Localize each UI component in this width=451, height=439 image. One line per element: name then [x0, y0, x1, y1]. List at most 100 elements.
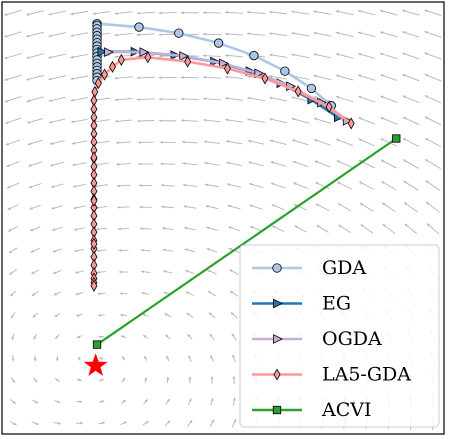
field-arrow: [210, 354, 214, 363]
field-arrow: [72, 183, 86, 188]
field-arrow: [271, 204, 285, 211]
field-arrow: [180, 76, 199, 79]
field-arrow: [225, 11, 244, 14]
field-arrow: [51, 205, 64, 210]
field-arrow: [144, 377, 147, 383]
legend-item: GDA: [252, 257, 366, 279]
field-arrow: [160, 162, 176, 166]
field-arrow: [210, 376, 214, 384]
field-arrow: [159, 119, 177, 123]
series-gda: [92, 18, 336, 111]
field-arrow: [210, 397, 214, 406]
field-arrow: [228, 226, 241, 232]
field-arrow: [139, 205, 152, 209]
field-arrow: [136, 11, 155, 15]
field-arrow: [48, 10, 67, 16]
field-arrow: [379, 31, 398, 38]
field-arrow: [26, 53, 44, 59]
data-point: [90, 194, 98, 207]
legend-marker: [273, 368, 281, 381]
field-arrow: [72, 162, 87, 167]
data-point: [392, 134, 401, 143]
field-arrow: [380, 95, 398, 103]
field-arrow: [70, 75, 89, 81]
field-arrow: [142, 334, 149, 339]
field-arrow: [52, 248, 63, 253]
field-arrow: [206, 226, 218, 231]
data-point: [179, 51, 190, 61]
field-arrow: [158, 76, 177, 80]
field-arrow: [229, 269, 239, 275]
field-arrow: [9, 268, 17, 276]
field-arrow: [248, 161, 264, 167]
field-arrow: [225, 140, 243, 145]
field-arrow: [335, 31, 354, 37]
field-arrow: [424, 73, 442, 82]
field-arrow: [5, 117, 21, 124]
field-arrow: [424, 31, 442, 38]
field-arrow: [359, 181, 375, 190]
field-arrow: [291, 53, 310, 59]
field-arrow: [337, 181, 353, 190]
field-arrow: [7, 225, 19, 232]
field-arrow: [71, 140, 88, 145]
field-arrow: [6, 182, 20, 189]
data-point: [92, 340, 102, 349]
data-point: [90, 279, 98, 292]
field-arrow: [232, 376, 236, 384]
field-arrow: [158, 97, 177, 101]
field-arrow: [358, 117, 376, 125]
data-point: [109, 60, 116, 73]
data-point: [280, 66, 290, 76]
field-arrow: [425, 180, 441, 192]
field-arrow: [4, 96, 22, 103]
field-arrow: [94, 184, 109, 188]
field-arrow: [291, 96, 310, 102]
field-arrow: [269, 10, 288, 15]
field-arrow: [403, 201, 418, 213]
data-point: [306, 83, 317, 94]
field-arrow: [26, 96, 44, 103]
field-arrow: [30, 247, 40, 253]
field-arrow: [76, 400, 83, 403]
field-arrow: [166, 376, 170, 384]
field-arrow: [359, 202, 374, 212]
field-arrow: [48, 96, 66, 102]
field-arrow: [291, 139, 309, 146]
field-arrow: [380, 116, 398, 125]
field-arrow: [291, 10, 310, 15]
field-arrow: [158, 33, 177, 36]
field-arrow: [117, 227, 130, 231]
field-arrow: [292, 160, 309, 168]
field-arrow: [316, 224, 329, 233]
field-arrow: [48, 32, 67, 38]
field-arrow: [120, 335, 127, 339]
field-arrow: [225, 32, 244, 36]
field-arrow: [98, 335, 105, 339]
field-arrow: [230, 311, 238, 319]
field-arrow: [225, 97, 244, 101]
field-arrow: [75, 421, 83, 425]
field-arrow: [117, 205, 130, 209]
field-arrow: [75, 292, 84, 296]
field-arrow: [164, 313, 172, 318]
field-arrow: [119, 292, 128, 295]
field-arrow: [33, 355, 37, 362]
field-arrow: [74, 270, 84, 274]
data-point: [261, 72, 269, 85]
field-arrow: [162, 248, 173, 252]
field-arrow: [269, 118, 288, 124]
field-arrow: [402, 9, 420, 16]
field-arrow: [98, 313, 105, 317]
field-arrow: [247, 10, 266, 15]
field-arrow: [204, 183, 220, 188]
field-arrow: [313, 117, 332, 124]
field-arrow: [114, 33, 133, 37]
field-arrow: [335, 10, 354, 16]
field-arrow: [315, 181, 330, 190]
field-arrow: [313, 74, 332, 81]
field-arrow: [120, 399, 127, 404]
field-arrow: [357, 74, 376, 81]
field-arrow: [10, 312, 16, 319]
data-point: [249, 50, 259, 61]
